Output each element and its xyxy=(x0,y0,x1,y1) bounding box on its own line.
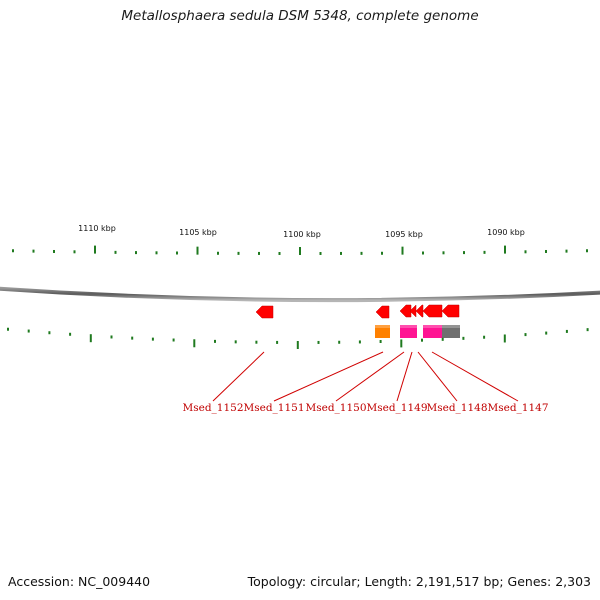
genome-backbone xyxy=(0,286,600,303)
outer-tick-ring xyxy=(12,245,588,255)
cog-box-highlight xyxy=(375,325,390,328)
gene-arrow xyxy=(441,304,460,318)
map-title: Metallosphaera sedula DSM 5348, complete… xyxy=(121,8,479,24)
gene-arrow xyxy=(399,304,412,318)
gene-arrow xyxy=(255,305,274,319)
cog-category-box xyxy=(442,325,460,338)
label-connector-line xyxy=(431,351,519,402)
label-connector-line xyxy=(396,351,413,402)
gene-label: Msed_1147 xyxy=(487,402,548,414)
scale-label: 1100 kbp xyxy=(283,230,321,239)
scale-label: 1095 kbp xyxy=(385,230,423,239)
gene-label: Msed_1149 xyxy=(366,402,427,414)
gene-arrow xyxy=(375,305,390,319)
accession-text: Accession: NC_009440 xyxy=(8,574,151,589)
scale-label: 1090 kbp xyxy=(487,228,525,237)
cog-box-highlight xyxy=(400,325,417,328)
label-connector-line xyxy=(273,351,384,402)
label-connector-line xyxy=(212,351,265,402)
cog-box-group xyxy=(375,325,460,338)
topology-summary: Topology: circular; Length: 2,191,517 bp… xyxy=(247,574,591,589)
label-connector-line xyxy=(417,351,458,402)
cog-box-highlight xyxy=(423,325,442,328)
scale-label: 1110 kbp xyxy=(78,224,116,233)
gene-label: Msed_1150 xyxy=(305,402,366,414)
gene-arrow xyxy=(422,304,443,318)
cog-category-box xyxy=(400,325,417,338)
inner-tick-ring xyxy=(7,327,589,349)
label-line-group xyxy=(212,351,519,402)
gene-arrow-group xyxy=(255,304,460,319)
scale-label: 1105 kbp xyxy=(179,228,217,237)
cog-box-highlight xyxy=(442,325,460,328)
gene-arrow xyxy=(415,304,424,318)
label-connector-line xyxy=(335,351,405,402)
gene-label: Msed_1148 xyxy=(426,402,487,414)
cog-category-box xyxy=(423,325,442,338)
gene-label-group: Msed_1152 Msed_1151 Msed_1150 Msed_1149Msed… xyxy=(182,402,548,414)
gene-label: Msed_1151 xyxy=(243,402,304,414)
scale-label-group: 1110 kbp 1105 kbp 1100 kbp 1095 kbp 1090 kbp xyxy=(78,224,525,239)
cog-category-box xyxy=(375,325,390,338)
gene-label: Msed_1152 xyxy=(182,402,243,414)
